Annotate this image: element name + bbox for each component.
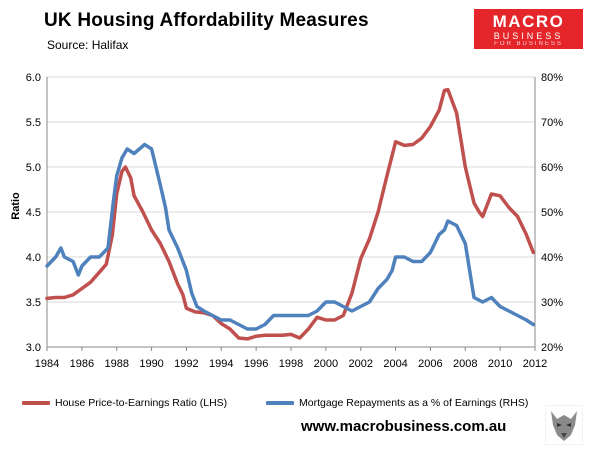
y-left-tick-label: 3.0 (26, 342, 41, 354)
legend-swatch-price-ratio (22, 401, 50, 405)
chart-subtitle: Source: Halifax (47, 38, 129, 52)
logo-line-2: BUSINESS (493, 31, 564, 41)
legend-label-mortgage: Mortgage Repayments as a % of Earnings (… (299, 397, 529, 409)
x-tick-label: 2002 (348, 358, 372, 370)
y-right-tick-label: 70% (541, 117, 563, 129)
y-left-tick-label: 5.5 (26, 117, 41, 129)
x-tick-label: 1998 (279, 358, 303, 370)
tick-labels: 3.0 3.5 4.0 4.5 5.0 5.5 6.0 20% 30% 40% 50% 60% 70% 8… (26, 72, 564, 370)
y-right-tick-label: 40% (541, 252, 563, 264)
y-right-tick-label: 50% (541, 207, 563, 219)
series-lines (45, 87, 536, 341)
series-line-price-ratio (45, 87, 536, 341)
x-tick-label: 1992 (174, 358, 198, 370)
x-tick-label: 1996 (244, 358, 268, 370)
x-tick-label: 2010 (488, 358, 512, 370)
x-tick-label: 1990 (139, 358, 163, 370)
logo-line-3: FOR BUSINESS (494, 41, 563, 47)
y-right-tick-label: 20% (541, 342, 563, 354)
x-tick-label: 1986 (70, 358, 94, 370)
y-right-tick-label: 60% (541, 162, 563, 174)
x-tick-label: 2012 (523, 358, 547, 370)
chart-title: UK Housing Affordability Measures (44, 10, 369, 31)
legend-item-price-ratio: House Price-to-Earnings Ratio (LHS) (22, 396, 227, 410)
legend: House Price-to-Earnings Ratio (LHS) Mort… (22, 396, 562, 410)
x-tick-label: 2008 (453, 358, 477, 370)
x-tick-label: 2000 (314, 358, 338, 370)
legend-label-price-ratio: House Price-to-Earnings Ratio (LHS) (55, 397, 228, 409)
logo-line-1: MACRO (492, 12, 565, 31)
legend-swatch-mortgage (266, 401, 294, 405)
y-left-tick-label: 4.5 (26, 207, 41, 219)
x-tick-label: 1994 (209, 358, 233, 370)
wolf-logo-icon (545, 405, 583, 445)
series-line-mortgage (45, 142, 536, 331)
website-url[interactable]: www.macrobusiness.com.au (301, 418, 507, 435)
y-axis-label: Ratio (10, 192, 22, 220)
legend-item-mortgage: Mortgage Repayments as a % of Earnings (… (266, 396, 528, 410)
y-left-tick-label: 5.0 (26, 162, 41, 174)
x-tick-label: 1988 (104, 358, 128, 370)
y-left-tick-label: 3.5 (26, 297, 41, 309)
y-right-tick-label: 30% (541, 297, 563, 309)
x-tick-label: 2004 (383, 358, 407, 370)
x-tick-label: 1984 (35, 358, 59, 370)
y-left-tick-label: 6.0 (26, 72, 41, 84)
gridlines (47, 76, 535, 303)
y-right-tick-label: 80% (541, 72, 563, 84)
x-tick-label: 2006 (418, 358, 442, 370)
y-left-tick-label: 4.0 (26, 252, 41, 264)
line-chart: 3.0 3.5 4.0 4.5 5.0 5.5 6.0 20% 30% 40% 50% 60% 70% 8… (10, 72, 564, 370)
axes (46, 77, 536, 351)
macro-business-logo: MACRO BUSINESS FOR BUSINESS (474, 9, 583, 49)
